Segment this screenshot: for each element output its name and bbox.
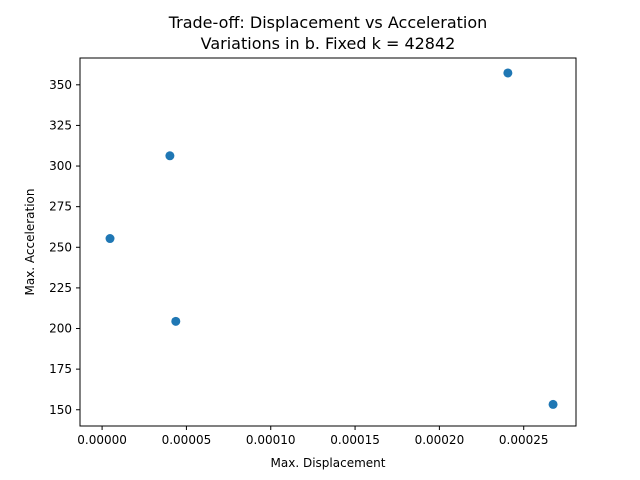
x-axis-ticks: 0.00000 0.00005 0.00010 0.00015 0.00020 0.000…	[77, 426, 549, 447]
y-axis-ticks: 150 175 200 225 250 275 300 325 350	[49, 78, 80, 417]
y-tick-label: 250	[49, 240, 72, 254]
y-tick-label: 275	[49, 200, 72, 214]
y-tick-label: 200	[49, 322, 72, 336]
x-tick-label: 0.00025	[499, 433, 549, 447]
scatter-point	[171, 316, 181, 326]
x-axis-label: Max. Displacement	[271, 456, 386, 470]
x-tick-label: 0.00005	[162, 433, 212, 447]
y-tick-label: 175	[49, 362, 72, 376]
x-tick-label: 0.00020	[415, 433, 465, 447]
x-tick-label: 0.00000	[77, 433, 127, 447]
plot-frame	[79, 57, 577, 427]
x-tick-label: 0.00015	[330, 433, 380, 447]
y-tick-label: 150	[49, 403, 72, 417]
scatter-point	[105, 234, 115, 244]
y-tick-label: 300	[49, 159, 72, 173]
y-axis-label: Max. Acceleration	[23, 188, 37, 295]
y-tick-label: 350	[49, 78, 72, 92]
chart-title: Trade-off: Displacement vs Acceleration	[168, 13, 488, 32]
scatter-points	[105, 68, 558, 409]
scatter-point	[503, 68, 513, 78]
x-tick-label: 0.00010	[246, 433, 296, 447]
scatter-point	[548, 399, 558, 409]
y-tick-label: 225	[49, 281, 72, 295]
y-tick-label: 325	[49, 118, 72, 132]
chart-subtitle: Variations in b. Fixed k = 42842	[201, 34, 456, 53]
scatter-point	[165, 151, 175, 161]
